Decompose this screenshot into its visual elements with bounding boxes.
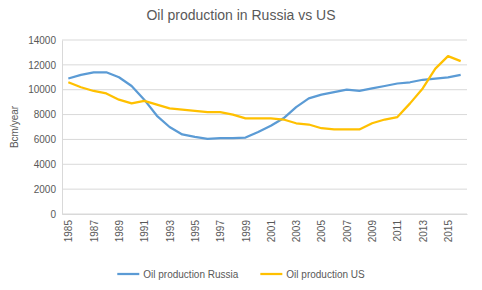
y-tick: 2000 (34, 184, 62, 195)
y-axis-title: Bcm/year (9, 105, 20, 148)
x-tick-label: 1985 (63, 220, 74, 243)
legend-label: Oil production US (286, 269, 365, 280)
x-tick-label: 1995 (190, 220, 201, 243)
grid-line (62, 214, 467, 215)
y-tick: 4000 (34, 159, 62, 170)
y-tick-label: 12000 (28, 60, 56, 71)
x-tick-label: 2009 (367, 220, 378, 243)
y-tick: 14000 (28, 35, 62, 46)
plot-area (68, 56, 460, 139)
y-tick: 10000 (28, 84, 62, 95)
y-tick: 12000 (28, 60, 62, 71)
x-tick: 2007 (342, 214, 353, 242)
grid-line (62, 114, 467, 115)
x-axis-line (63, 214, 468, 215)
x-tick-label: 1987 (89, 220, 100, 243)
grid-line (62, 164, 467, 165)
y-axis: 0 2000 4000 6000 8000 10000 12000 14000 (28, 35, 62, 220)
x-tick: 2003 (291, 214, 302, 242)
x-tick: 1999 (241, 214, 252, 242)
x-tick: 1987 (89, 214, 100, 242)
legend-item: Oil production Russia (117, 269, 238, 280)
y-tick: 0 (50, 209, 62, 220)
grid-line (62, 64, 467, 65)
x-tick-label: 1993 (165, 220, 176, 243)
x-tick-label: 2013 (418, 220, 429, 243)
x-axis: 1985 1987 1989 1991 1993 1995 1997 1999 2001 2003… (63, 214, 468, 242)
x-tick-label: 1997 (215, 220, 226, 243)
y-axis-line (62, 41, 63, 215)
y-tick-label: 2000 (34, 184, 57, 195)
x-tick-label: 2015 (443, 220, 454, 243)
x-tick-label: 1991 (139, 220, 150, 243)
legend: Oil production Russia Oil production US (117, 269, 365, 280)
grid (62, 40, 467, 214)
x-tick: 1989 (114, 214, 125, 242)
legend-label: Oil production Russia (143, 269, 238, 280)
x-tick: 2013 (418, 214, 429, 242)
x-tick: 1985 (63, 214, 74, 242)
x-tick-label: 2011 (392, 220, 403, 242)
x-tick: 2005 (316, 214, 327, 242)
x-tick-label: 1999 (241, 220, 252, 243)
y-tick: 6000 (34, 134, 62, 145)
y-tick-label: 14000 (28, 35, 56, 46)
grid-line (62, 139, 467, 140)
legend-swatch (260, 273, 282, 275)
x-tick: 1991 (139, 214, 150, 242)
legend-swatch (117, 273, 139, 275)
grid-line (62, 189, 467, 190)
x-tick: 2001 (266, 214, 277, 242)
y-tick-label: 8000 (34, 109, 57, 120)
x-tick-label: 2005 (316, 220, 327, 243)
y-tick: 8000 (34, 109, 62, 120)
x-tick-label: 2001 (266, 220, 277, 243)
y-tick-label: 0 (50, 209, 56, 220)
series-line (68, 56, 460, 129)
x-tick-label: 1989 (114, 220, 125, 243)
y-tick-label: 4000 (34, 159, 57, 170)
y-tick-label: 6000 (34, 134, 57, 145)
title: Oil production in Russia vs US (146, 7, 335, 23)
x-tick-label: 2003 (291, 220, 302, 243)
x-tick: 1995 (190, 214, 201, 242)
x-tick-label: 2007 (342, 220, 353, 243)
legend-item: Oil production US (260, 269, 365, 280)
x-tick: 1997 (215, 214, 226, 242)
chart: Oil production in Russia vs US 0 2000 4000 6… (0, 0, 482, 290)
y-tick-label: 10000 (28, 84, 56, 95)
series-line (68, 72, 460, 138)
grid-line (62, 40, 467, 41)
x-tick: 2015 (443, 214, 454, 242)
x-tick: 2011 (392, 214, 403, 242)
grid-line (62, 89, 467, 90)
x-tick: 1993 (165, 214, 176, 242)
x-tick: 2009 (367, 214, 378, 242)
